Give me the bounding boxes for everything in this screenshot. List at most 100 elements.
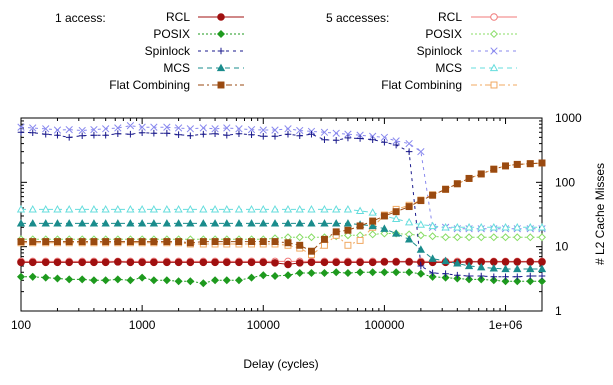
legend-label: MCS: [435, 61, 462, 75]
series-flat-combining-1-access-point: [356, 222, 364, 230]
series-mcs-5-accesses: [16, 205, 547, 231]
series-rcl-1-access-point: [332, 258, 340, 267]
series-spinlock-1-access-point: [417, 262, 425, 270]
series-spinlock-1-access-point: [163, 129, 171, 137]
series-spinlock-1-access-point: [175, 131, 182, 139]
plot-area-frame: [20, 117, 543, 312]
series-mcs-1-access-point: [41, 219, 50, 227]
series-mcs-5-accesses-point: [259, 205, 268, 213]
series-spinlock-5-accesses-point: [284, 125, 292, 133]
series-spinlock-5-accesses-point: [17, 123, 25, 131]
legend-marker: [216, 63, 226, 72]
series-spinlock-1-access-point: [490, 273, 498, 281]
series-rcl-1-access-point: [114, 258, 122, 266]
series-rcl-1-access-point: [259, 258, 268, 267]
series-rcl-1-access-point: [163, 258, 171, 267]
series-spinlock-5-accesses-point: [271, 126, 279, 134]
series-flat-combining-1-access-point: [490, 165, 498, 173]
series-posix-1-access-point: [283, 271, 293, 280]
series-mcs-1-access-point: [65, 219, 74, 227]
series-rcl-1-access-point: [247, 258, 256, 267]
series-mcs-1-access-point: [162, 219, 172, 227]
series-posix-5-accesses-point: [465, 233, 474, 242]
series-mcs-1-access-point: [501, 264, 510, 273]
series-mcs-5-accesses-point: [453, 222, 462, 231]
x-tick-label: 1e+06: [489, 318, 523, 332]
x-tick-label: 100000: [364, 318, 404, 332]
series-flat-combining-5-accesses-point: [344, 241, 352, 249]
series-flat-combining-1-access-point: [42, 238, 50, 246]
series-spinlock-5-accesses-point: [392, 137, 400, 145]
series-spinlock-5-accesses-point: [65, 125, 73, 134]
series-posix-1-access-point: [28, 272, 37, 281]
series-flat-combining-1-access-point: [538, 159, 546, 167]
series-mcs-1-access-point: [368, 221, 377, 230]
series-flat-combining-1-access-point: [392, 208, 400, 216]
series-rcl-1-access-point: [368, 258, 377, 267]
series-mcs-5-accesses-point: [174, 205, 183, 213]
series-flat-combining-1-access-point: [163, 238, 171, 246]
series-mcs-1-access-point: [404, 235, 414, 243]
series-posix-1-access-point: [222, 276, 231, 285]
series-posix-1-access-point: [162, 276, 171, 285]
series-rcl-1-access-point: [405, 258, 413, 266]
series-posix-1-access-point: [368, 268, 377, 277]
series-posix-5-accesses-point: [416, 231, 425, 240]
series-mcs-5-accesses-point: [368, 208, 377, 216]
series-flat-combining-1-access-point: [332, 228, 340, 236]
series-rcl-1-access-point: [526, 258, 535, 266]
series-mcs-1-access-point: [28, 219, 37, 227]
series-spinlock-1-access-point: [502, 273, 509, 281]
series-spinlock-1-access-point: [405, 148, 413, 155]
series-spinlock-1-access-point: [465, 272, 473, 280]
series-spinlock-1-access-point: [442, 270, 449, 278]
series-posix-1-access-point: [138, 273, 147, 282]
series-spinlock-5-accesses-point: [417, 147, 425, 156]
series-mcs-5-accesses-point: [222, 205, 231, 213]
x-axis-label: Delay (cycles): [243, 357, 318, 371]
series-spinlock-1-access-point: [284, 130, 292, 138]
series-mcs-1-access-point: [537, 264, 547, 273]
series-rcl-1-access-point: [28, 258, 37, 267]
series-mcs-5-accesses-point: [162, 205, 172, 213]
series-posix-5-accesses-point: [441, 233, 450, 242]
series-flat-combining-1-access-point: [369, 217, 377, 225]
series-flat-combining-1-access-point: [513, 160, 521, 168]
legend-label: RCL: [438, 10, 462, 24]
series-flat-combining-1-access-point: [465, 174, 473, 182]
series-mcs-1-access-point: [428, 254, 437, 262]
series-mcs-5-accesses-point: [489, 222, 498, 231]
series-flat-combining-1-access-point: [78, 238, 86, 246]
legend-entry-flat-combining-5-accesses: Flat Combining: [381, 78, 517, 92]
series-posix-5-accesses-point: [513, 233, 522, 242]
series-spinlock-1-access-point: [308, 130, 315, 138]
series-mcs-5-accesses-point: [537, 222, 547, 231]
series-mcs-1-access-point: [526, 264, 535, 273]
legend-marker: [490, 47, 498, 55]
series-spinlock-5-accesses-point: [150, 123, 158, 131]
y-tick-label: 1000: [555, 111, 582, 125]
x-tick-label: 10000: [247, 318, 281, 332]
series-rcl-1-access-point: [90, 258, 98, 267]
legend-marker: [217, 81, 225, 89]
legend-entry-rcl-1-access: RCL: [166, 10, 244, 24]
series-mcs-1-access-point: [137, 219, 147, 227]
legend-entry-posix-1-access: POSIX: [153, 27, 244, 41]
series-spinlock-1-access-point: [513, 273, 521, 281]
legend-label: Flat Combining: [109, 78, 190, 92]
series-flat-combining-1-access-point: [308, 247, 315, 255]
y-tick-label: 100: [555, 175, 575, 189]
series-flat-combining-1-access-point: [526, 160, 534, 168]
series-mcs-1-access-point: [16, 219, 26, 227]
series-mcs-1-access-point: [247, 219, 256, 227]
series-mcs-5-accesses-point: [247, 205, 256, 213]
series-rcl-1-access: [17, 258, 546, 269]
series-mcs-5-accesses-point: [441, 222, 450, 231]
series-mcs-1-access-point: [332, 219, 341, 227]
series-spinlock-5-accesses-point: [296, 126, 304, 135]
series-mcs-5-accesses-point: [78, 205, 87, 213]
series-spinlock-1-access-point: [235, 130, 243, 138]
series-posix-1-access-point: [537, 277, 547, 286]
series-spinlock-1-access-point: [356, 135, 364, 142]
